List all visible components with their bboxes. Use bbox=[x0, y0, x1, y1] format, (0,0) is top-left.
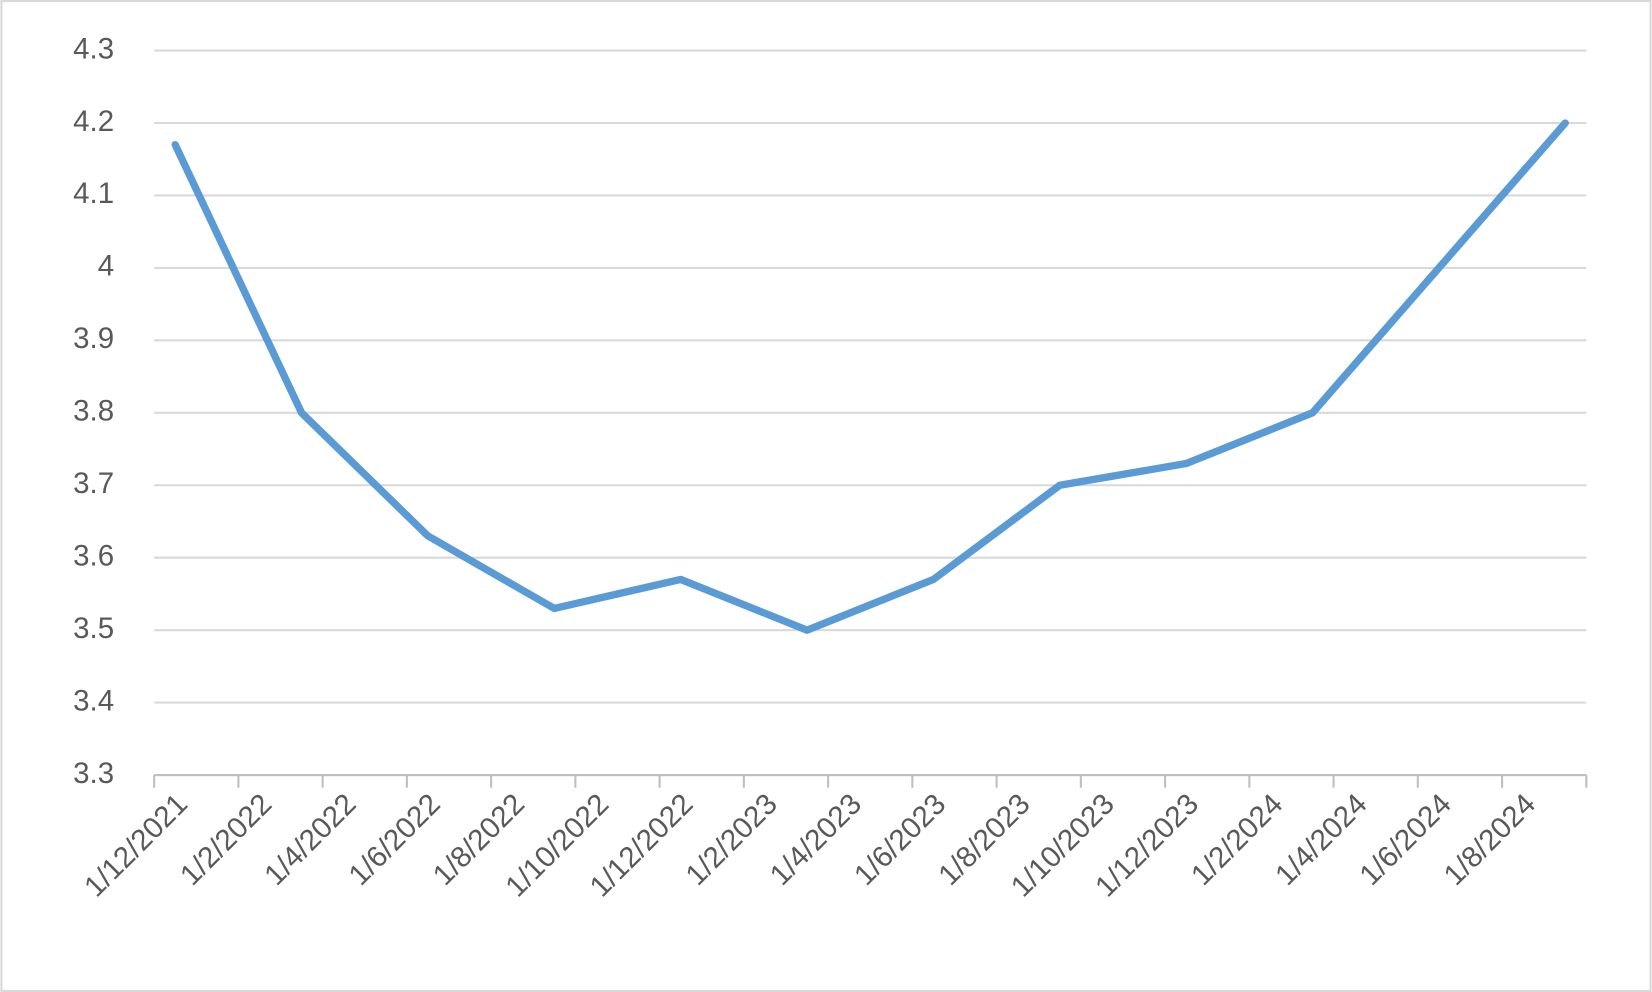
y-tick-label: 4.2 bbox=[73, 105, 114, 138]
y-tick-label: 4.3 bbox=[73, 32, 114, 65]
y-tick-label: 3.9 bbox=[73, 322, 114, 355]
y-tick-label: 3.7 bbox=[73, 467, 114, 500]
y-tick-label: 3.3 bbox=[73, 757, 114, 790]
data-line bbox=[171, 119, 1569, 634]
y-tick-label: 3.8 bbox=[73, 395, 114, 428]
y-tick-label: 4 bbox=[98, 250, 114, 283]
y-tick-label: 3.4 bbox=[73, 684, 114, 717]
y-tick-label: 4.1 bbox=[73, 177, 114, 210]
y-tick-label: 3.6 bbox=[73, 539, 114, 572]
y-tick-label: 3.5 bbox=[73, 612, 114, 645]
